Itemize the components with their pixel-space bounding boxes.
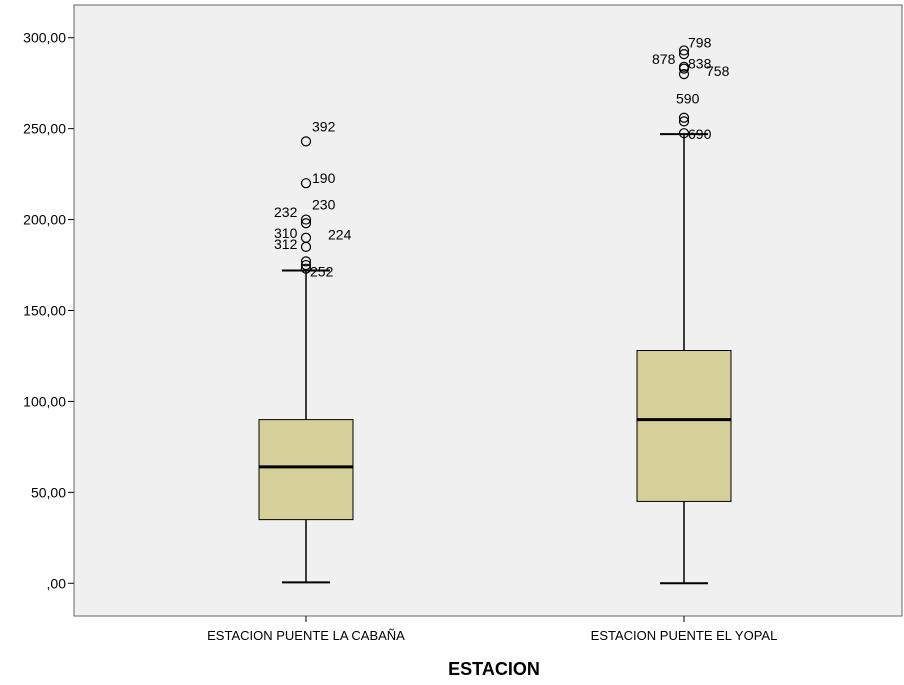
outlier-label: 230 [312, 197, 336, 213]
y-tick-label: 250,00 [23, 121, 66, 137]
box-iqr [258, 419, 354, 521]
y-tick-label: 100,00 [23, 393, 66, 409]
y-tick-label: 50,00 [31, 484, 66, 500]
outlier-label: 312 [274, 236, 298, 252]
outlier-point [300, 218, 312, 229]
x-category-label: ESTACION PUENTE EL YOPAL [591, 628, 778, 643]
outlier-point [300, 259, 312, 271]
x-category-label: ESTACION PUENTE LA CABAÑA [207, 628, 405, 643]
outlier-label: 224 [328, 226, 352, 242]
outlier-point [678, 112, 690, 123]
outlier-point [678, 63, 690, 74]
outlier-label: 392 [312, 118, 336, 134]
outlier-point [678, 45, 690, 56]
plot-area [73, 4, 903, 617]
outlier-point [678, 69, 690, 80]
y-axis: ,00 50,00 100,00 150,00 200,00 250,00 300,00 [23, 30, 74, 591]
outlier-point [678, 128, 690, 139]
outlier-label: 190 [312, 170, 336, 186]
outlier-point [300, 263, 312, 274]
outlier-point [300, 136, 312, 147]
y-tick-label: ,00 [47, 575, 67, 591]
outlier-label: 232 [274, 204, 298, 220]
outlier-label: 798 [688, 34, 712, 50]
outlier-label: 310 [274, 225, 298, 241]
outlier-point [300, 241, 312, 252]
y-tick-label: 300,00 [23, 30, 66, 46]
x-axis-title: ESTACION [448, 659, 540, 679]
outlier-label: 252 [310, 264, 334, 280]
outlier-label: 838 [688, 56, 712, 72]
outlier-point [300, 256, 312, 267]
outlier-label: 878 [652, 51, 676, 67]
outlier-point [300, 214, 312, 225]
box-iqr [636, 350, 732, 502]
outlier-label: 690 [688, 126, 712, 142]
outlier-label: 758 [706, 63, 730, 79]
outlier-label: 590 [676, 91, 700, 107]
outlier-point [300, 178, 312, 189]
y-tick-label: 150,00 [23, 303, 66, 319]
outlier-point [678, 116, 690, 127]
y-tick-label: 200,00 [23, 212, 66, 228]
x-axis: ESTACION PUENTE LA CABAÑA ESTACION PUENTE… [207, 616, 777, 643]
outlier-point [678, 48, 690, 60]
box-1: 392 190 230 232 310 224 312 252 [258, 118, 354, 584]
